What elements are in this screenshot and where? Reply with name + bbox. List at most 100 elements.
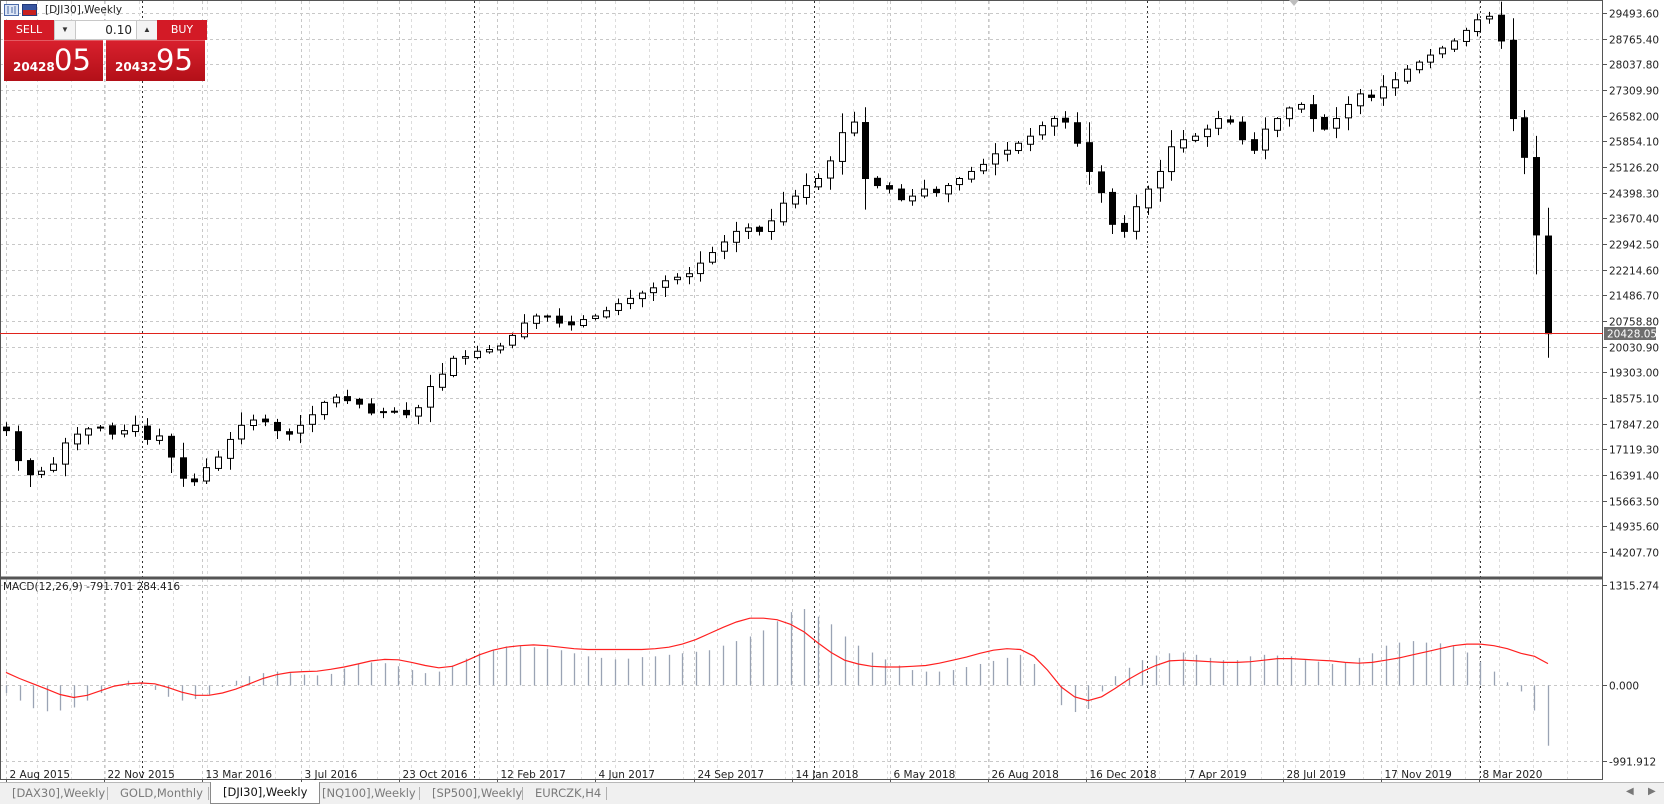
candle-body (74, 433, 81, 445)
volume-increase-button[interactable]: ▲ (136, 20, 158, 40)
tab-gold-monthly[interactable]: GOLD,Monthly (120, 786, 203, 800)
candle-body (1510, 39, 1517, 120)
candle-body (733, 230, 740, 243)
price-axis-label: 25854.10 (1609, 137, 1659, 149)
price-axis-label: 28037.80 (1609, 60, 1659, 72)
macd-signal-line (5, 617, 1549, 702)
one-click-trading-panel: SELL ▼ 0.10 ▲ BUY 20428 05 20432 95 (4, 20, 207, 82)
candle-body (1180, 139, 1187, 149)
candle-body (380, 411, 387, 414)
candle-body (309, 414, 316, 425)
candle-body (544, 315, 551, 318)
candle-body (992, 153, 999, 165)
price-axis-label: 20758.80 (1609, 317, 1659, 329)
sell-price-button[interactable]: 20428 05 (4, 40, 103, 81)
candle-body (862, 122, 869, 180)
time-axis-label: 12 Feb 2017 (501, 769, 566, 781)
tab-nq100-weekly[interactable]: [NQ100],Weekly (322, 786, 416, 800)
buy-price-button[interactable]: 20432 95 (106, 40, 205, 81)
ask-price-prefix: 20432 (115, 60, 157, 74)
candle-body (874, 177, 881, 187)
candle-body (662, 280, 669, 288)
candle-body (1086, 142, 1093, 172)
candle-body (333, 396, 340, 404)
price-axis-label: 17119.30 (1609, 445, 1659, 457)
volume-input[interactable]: 0.10 (76, 20, 136, 40)
time-axis-label: 4 Jun 2017 (599, 769, 655, 781)
candle-body (533, 315, 540, 324)
candle-body (709, 252, 716, 263)
candle-body (3, 426, 10, 432)
candle-body (792, 195, 799, 205)
candle-body (415, 407, 422, 417)
candle-body (1192, 135, 1199, 141)
candle-body (439, 373, 446, 388)
sell-button[interactable]: SELL (4, 20, 54, 40)
candle-body (156, 435, 163, 441)
candle-body (27, 460, 34, 476)
candle-body (697, 262, 704, 275)
candle-body (909, 195, 916, 202)
candle-body (297, 424, 304, 434)
candle-body (1545, 235, 1552, 335)
candle-body (1368, 94, 1375, 98)
candle-body (1227, 119, 1234, 123)
price-axis-label: 26582.00 (1609, 112, 1659, 124)
tab-eurczk-h4[interactable]: EURCZK,H4 (535, 786, 602, 800)
buy-button[interactable]: BUY (157, 20, 207, 40)
volume-decrease-button[interactable]: ▼ (54, 20, 76, 40)
candle-body (768, 220, 775, 232)
candle-body (1262, 128, 1269, 151)
candle-body (497, 345, 504, 351)
candle-body (1345, 103, 1352, 119)
candle-body (109, 425, 116, 435)
bid-price-pips: 05 (54, 43, 91, 77)
price-axis-label: 20030.90 (1609, 343, 1659, 355)
tab-separator (107, 787, 108, 800)
time-axis-label: 16 Dec 2018 (1090, 769, 1157, 781)
candle-body (121, 430, 128, 435)
candle-body (1239, 121, 1246, 141)
candle-body (827, 160, 834, 179)
price-axis-label: 27309.90 (1609, 86, 1659, 98)
ask-price-pips: 95 (156, 43, 193, 77)
tab-dax30-weekly[interactable]: [DAX30],Weekly (12, 786, 106, 800)
candle-body (933, 188, 940, 194)
candle-body (238, 424, 245, 440)
time-axis-label: 6 May 2018 (894, 769, 956, 781)
price-axis-label: 14935.60 (1609, 522, 1659, 534)
candle-body (780, 202, 787, 223)
candle-body (203, 467, 210, 482)
time-axis-label: 26 Aug 2018 (992, 769, 1059, 781)
candle-body (15, 431, 22, 462)
candle-body (286, 431, 293, 435)
candle-body (356, 398, 363, 405)
candle-body (450, 357, 457, 377)
price-axis-label: 28765.40 (1609, 35, 1659, 47)
candle-body (403, 409, 410, 416)
candle-body (1004, 149, 1011, 155)
tab-scroll-right-icon[interactable]: ▶ (1648, 786, 1656, 797)
bid-price-prefix: 20428 (13, 60, 55, 74)
tab-scroll-left-icon[interactable]: ◀ (1626, 786, 1634, 797)
price-axis-label: 18575.10 (1609, 394, 1659, 406)
chart-shift-marker[interactable] (1289, 0, 1299, 6)
candle-body (168, 435, 175, 458)
candle-body (1404, 68, 1411, 82)
price-axis-label: 16391.40 (1609, 471, 1659, 483)
candle-body (1168, 146, 1175, 173)
chart-symbol-title: [DJI30],Weekly (45, 4, 123, 16)
price-axis-label: 22214.60 (1609, 266, 1659, 278)
candle-body (721, 241, 728, 252)
tab-dji30-weekly[interactable]: [DJI30],Weekly (210, 782, 321, 804)
candle-body (50, 463, 57, 471)
price-chart[interactable]: 29493.60 28765.40 28037.80 27309.90 26582.00… (0, 0, 1664, 782)
time-axis-label: 2 Aug 2015 (10, 769, 71, 781)
tab-sp500-weekly[interactable]: [SP500],Weekly (432, 786, 523, 800)
candle-body (509, 334, 516, 346)
candle-body (650, 287, 657, 294)
price-axis-label: 17847.20 (1609, 420, 1659, 432)
candle-body (1074, 122, 1081, 144)
candle-body (250, 419, 257, 427)
